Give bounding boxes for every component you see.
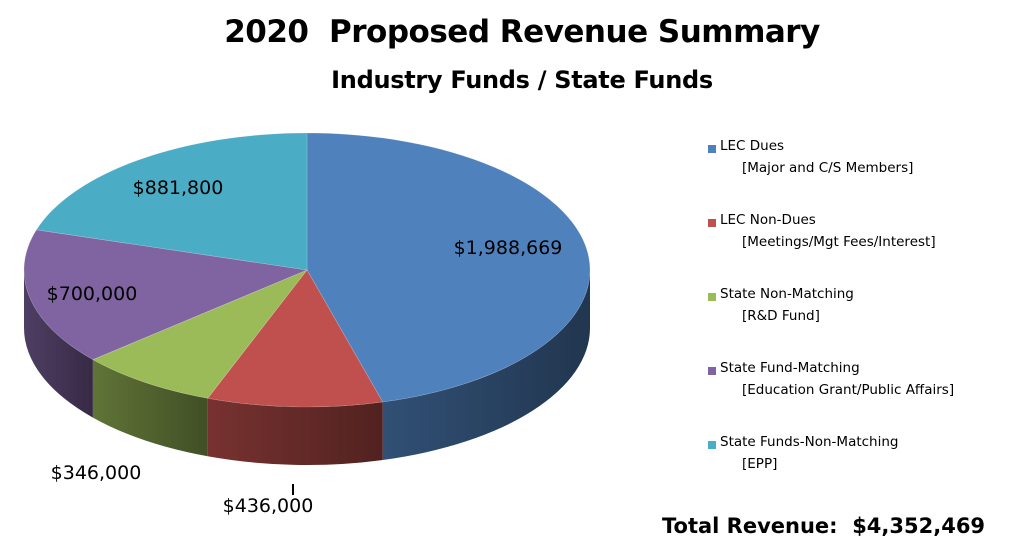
legend-swatch-state-funds-non-matching (708, 441, 716, 449)
legend-item-state-funds-non-matching: State Funds-Non-Matching [EPP] (708, 434, 1008, 508)
data-label-state-fund-matching: $700,000 (47, 283, 138, 305)
legend-sublabel: [Meetings/Mgt Fees/Interest] (742, 234, 936, 250)
pie-slice-state-fund-matching (23, 229, 309, 360)
pie-side-state-non-matching (92, 359, 208, 457)
legend-item-state-non-matching: State Non-Matching [R&D Fund] (708, 286, 1008, 360)
legend-label: LEC Non-Dues (720, 212, 816, 228)
pie-side-group (24, 270, 590, 465)
legend-swatch-lec-non-dues (708, 219, 716, 227)
legend-swatch-lec-dues (708, 145, 716, 153)
legend-label: LEC Dues (720, 138, 785, 154)
pie-slice-lec-non-dues (207, 269, 384, 408)
legend-sublabel: [EPP] (742, 456, 778, 472)
data-label-lec-dues: $1,988,669 (454, 237, 563, 259)
pie-slice-lec-dues (306, 132, 591, 403)
data-label-state-funds-non-matching: $881,800 (133, 177, 224, 199)
legend-label: State Funds-Non-Matching (720, 434, 899, 450)
pie-side-lec-non-dues (207, 398, 383, 465)
legend-item-lec-dues: LEC Dues [Major and C/S Members] (708, 138, 1008, 212)
chart-title: 2020 Proposed Revenue Summary (224, 14, 820, 50)
pie-side-state-fund-matching (24, 270, 93, 418)
data-label-state-non-matching: $346,000 (51, 462, 142, 484)
chart-subtitle: Industry Funds / State Funds (331, 66, 713, 94)
legend-swatch-state-fund-matching (708, 367, 716, 375)
legend-label: State Fund-Matching (720, 360, 860, 376)
pie-top-group (23, 132, 591, 408)
pie-slice-state-non-matching (92, 269, 308, 399)
legend-item-lec-non-dues: LEC Non-Dues [Meetings/Mgt Fees/Interest… (708, 212, 1008, 286)
legend-sublabel: [Education Grant/Public Affairs] (742, 382, 955, 398)
legend-sublabel: [R&D Fund] (742, 308, 820, 324)
pie-slice-state-funds-non-matching (35, 132, 308, 271)
legend-sublabel: [Major and C/S Members] (742, 160, 914, 176)
legend-swatch-state-non-matching (708, 293, 716, 301)
data-label-lec-non-dues: $436,000 (223, 495, 314, 517)
legend-label: State Non-Matching (720, 286, 854, 302)
total-revenue: Total Revenue: $4,352,469 (662, 514, 986, 538)
pie-side-lec-dues (382, 270, 590, 461)
legend-item-state-fund-matching: State Fund-Matching [Education Grant/Pub… (708, 360, 1008, 434)
legend: LEC Dues [Major and C/S Members] LEC Non… (708, 138, 1008, 508)
